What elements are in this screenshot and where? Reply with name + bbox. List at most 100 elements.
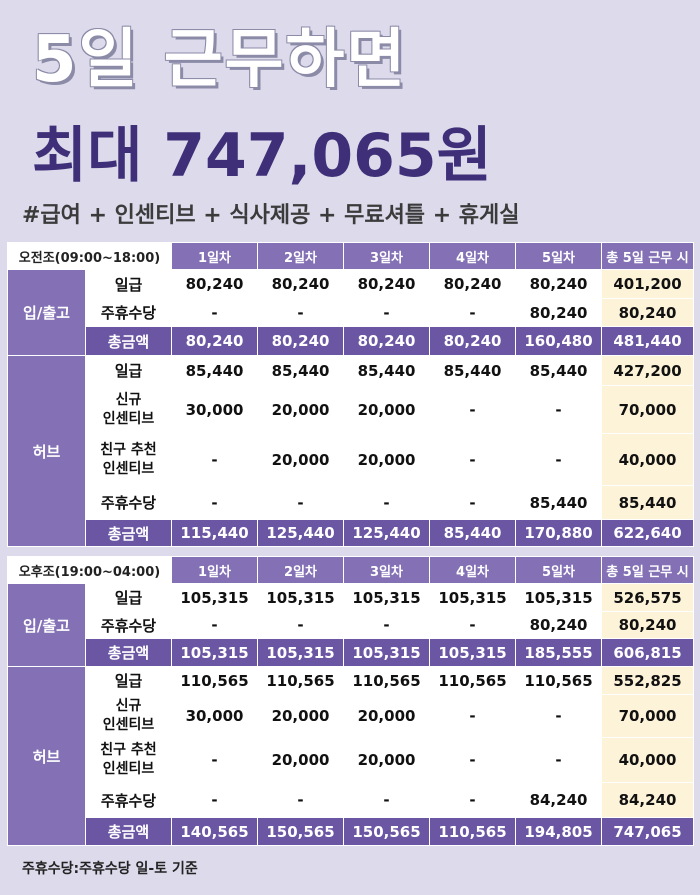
value-cell: 20,000 <box>343 737 431 783</box>
value-cell: 105,315 <box>171 638 259 667</box>
value-cell: 85,440 <box>429 519 517 547</box>
value-cell: 80,240 <box>171 326 259 356</box>
value-cell: - <box>257 611 345 639</box>
value-cell: 194,805 <box>515 817 603 846</box>
value-cell: - <box>171 737 259 783</box>
value-cell: 30,000 <box>171 385 259 434</box>
row-label-text: 인센티브 <box>102 717 155 733</box>
total-cell: 40,000 <box>601 737 695 783</box>
value-cell: 85,440 <box>171 355 259 386</box>
value-cell: 105,315 <box>515 583 603 612</box>
value-cell: 125,440 <box>257 519 345 547</box>
shift-label: 오후조(19:00~04:00) <box>6 556 173 584</box>
value-cell: - <box>429 737 517 783</box>
value-cell: 84,240 <box>515 782 603 818</box>
value-cell: - <box>257 782 345 818</box>
row-label-text: 일급 <box>114 672 143 690</box>
table-row: 신규 인센티브 30,000 20,000 20,000- -70,000 <box>8 385 695 434</box>
value-cell: - <box>343 611 431 639</box>
day-column-header: 1일차 <box>171 242 259 270</box>
value-cell: - <box>257 298 345 327</box>
value-cell: 105,315 <box>257 638 345 667</box>
table-row: 허브 일급 85,440 85,440 85,440 85,440 85,440 427,20… <box>7 355 695 547</box>
value-cell: 20,000 <box>343 694 431 738</box>
group-label: 입/출고 <box>7 583 86 667</box>
table-row: 주휴수당 - - - -84,240 84,240 <box>8 782 695 818</box>
total-cell: 70,000 <box>601 694 695 738</box>
value-cell: 20,000 <box>257 433 345 486</box>
value-cell: 170,880 <box>515 519 603 547</box>
total-row: 총금액 140,565 150,565 150,565 110,565 194,805 74… <box>8 817 695 846</box>
value-cell: - <box>343 485 431 520</box>
benefit-hashtags: #급여 + 인센티브 + 식사제공 + 무료셔틀 + 휴게실 <box>22 203 520 228</box>
value-cell: 80,240 <box>257 326 345 356</box>
value-cell: 20,000 <box>257 385 345 434</box>
value-cell: 85,440 <box>515 355 603 386</box>
value-cell: 80,240 <box>515 298 603 327</box>
value-cell: - <box>257 485 345 520</box>
value-cell: - <box>171 782 259 818</box>
value-cell: 110,565 <box>429 817 517 846</box>
total-cell: 606,815 <box>601 638 695 667</box>
row-label-text: 일급 <box>114 362 143 380</box>
table-row: 주휴수당 - - - -80,240 80,240 <box>8 298 695 327</box>
row-label: 친구 추천 인센티브 <box>84 737 173 783</box>
table-row: 주휴수당 - - - -85,440 85,440 <box>8 485 695 520</box>
row-label-text: 신규 <box>115 391 142 408</box>
value-cell: 80,240 <box>257 269 345 299</box>
value-cell: 85,440 <box>429 355 517 386</box>
table-row: 신규 인센티브 30,000 20,000 20,000- -70,000 <box>8 694 695 738</box>
day-column-header: 4일차 <box>429 242 517 270</box>
row-label: 일급 <box>84 583 173 612</box>
row-label: 주휴수당 <box>84 611 173 639</box>
row-label-text: 총금액 <box>107 332 150 351</box>
row-label-text: 인센티브 <box>102 761 155 777</box>
row-label-text: 주휴수당 <box>100 791 157 810</box>
row-label-text: 신규 <box>115 698 142 714</box>
value-cell: 80,240 <box>343 269 431 299</box>
total-cell: 84,240 <box>601 782 695 818</box>
value-cell: 80,240 <box>515 269 603 299</box>
row-label-text: 인센티브 <box>102 460 155 477</box>
header-row: 오전조(09:00~18:00) 1일차 2일차 3일차 4일차 5일차 총 5일 근무 시 <box>6 242 695 270</box>
value-cell: 140,565 <box>171 817 259 846</box>
total-cell: 80,240 <box>601 298 695 327</box>
row-label: 총금액 <box>84 638 173 667</box>
value-cell: 80,240 <box>429 326 517 356</box>
total-row: 총금액 115,440 125,440 125,440 85,440 170,880 622… <box>8 519 695 547</box>
day-column-header: 2일차 <box>257 242 345 270</box>
total-cell: 526,575 <box>601 583 695 612</box>
table-row: 친구 추천 인센티브 -20,000 20,000- -40,000 <box>8 737 695 783</box>
row-label: 일급 <box>84 355 173 386</box>
row-label: 주휴수당 <box>84 782 173 818</box>
value-cell: - <box>429 385 517 434</box>
row-label-text: 인센티브 <box>102 410 155 427</box>
day-column-header: 5일차 <box>515 242 603 270</box>
total-cell: 427,200 <box>601 355 695 386</box>
table-row: 허브 일급 110,565 110,565 110,565 110,565 110,565 5… <box>7 666 695 846</box>
row-label-text: 친구 추천 <box>100 441 157 458</box>
value-cell: - <box>429 694 517 738</box>
value-cell: - <box>343 298 431 327</box>
table-row: 입/출고 일급 105,315 105,315 105,315 105,315 105,31… <box>7 583 695 667</box>
day-column-header: 3일차 <box>343 556 431 584</box>
value-cell: 80,240 <box>515 611 603 639</box>
value-cell: - <box>171 611 259 639</box>
row-label: 주휴수당 <box>84 485 173 520</box>
group-label: 허브 <box>7 666 86 846</box>
total-column-header: 총 5일 근무 시 <box>601 556 695 584</box>
value-cell: 80,240 <box>429 269 517 299</box>
total-cell: 481,440 <box>601 326 695 356</box>
value-cell: 20,000 <box>343 433 431 486</box>
header-row: 오후조(19:00~04:00) 1일차 2일차 3일차 4일차 5일차 총 5일 근무 시 <box>6 556 695 584</box>
table-row: 주휴수당 - - - -80,240 80,240 <box>8 611 695 639</box>
value-cell: 105,315 <box>343 583 431 612</box>
value-cell: 20,000 <box>257 737 345 783</box>
value-cell: 105,315 <box>429 583 517 612</box>
value-cell: - <box>429 433 517 486</box>
table-row: 친구 추천 인센티브 -20,000 20,000- -40,000 <box>8 433 695 486</box>
row-label-text: 일급 <box>114 275 143 294</box>
total-column-header: 총 5일 근무 시 <box>601 242 695 270</box>
